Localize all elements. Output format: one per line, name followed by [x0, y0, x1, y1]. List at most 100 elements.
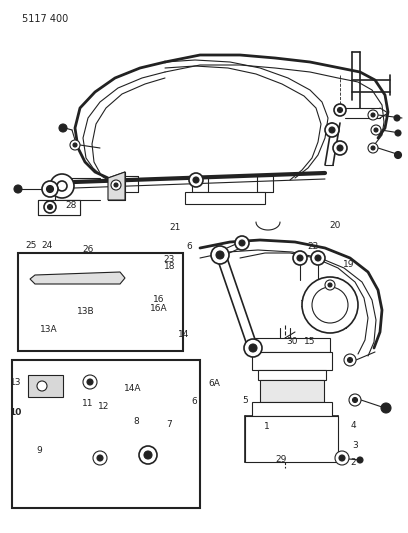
Circle shape: [349, 394, 361, 406]
Text: 5: 5: [242, 397, 248, 405]
Circle shape: [216, 251, 224, 259]
Circle shape: [368, 110, 378, 120]
Text: 28: 28: [66, 201, 77, 210]
Text: 16: 16: [153, 295, 165, 304]
Circle shape: [333, 141, 347, 155]
Text: 12: 12: [98, 402, 110, 410]
Circle shape: [311, 251, 325, 265]
Circle shape: [368, 143, 378, 153]
Circle shape: [348, 358, 353, 362]
Polygon shape: [38, 200, 80, 215]
Circle shape: [335, 451, 349, 465]
Circle shape: [328, 283, 332, 287]
Circle shape: [211, 246, 229, 264]
Circle shape: [193, 177, 199, 183]
Circle shape: [381, 403, 391, 413]
Text: 8: 8: [134, 417, 140, 425]
Circle shape: [334, 104, 346, 116]
Circle shape: [329, 127, 335, 133]
Circle shape: [42, 181, 58, 197]
Circle shape: [325, 123, 339, 137]
Bar: [12, 360, 200, 508]
Text: 10: 10: [9, 408, 22, 416]
Text: 19: 19: [343, 261, 355, 269]
Text: 23: 23: [164, 255, 175, 263]
Text: 11: 11: [82, 399, 93, 408]
Circle shape: [374, 128, 378, 132]
Text: 29: 29: [276, 455, 287, 464]
Circle shape: [97, 455, 103, 461]
Circle shape: [357, 457, 363, 463]
Circle shape: [57, 181, 67, 191]
Circle shape: [111, 180, 121, 190]
Circle shape: [14, 185, 22, 193]
Circle shape: [394, 115, 400, 121]
Text: 25: 25: [26, 241, 37, 250]
Text: 27: 27: [45, 205, 57, 214]
Text: 18: 18: [329, 277, 340, 286]
Circle shape: [59, 124, 67, 132]
Text: 16A: 16A: [150, 304, 168, 312]
Circle shape: [297, 255, 303, 261]
Bar: [260, 380, 324, 402]
Text: 2: 2: [350, 458, 356, 467]
Text: 14A: 14A: [124, 384, 141, 392]
Circle shape: [37, 381, 47, 391]
Bar: [18, 253, 183, 351]
Circle shape: [337, 108, 342, 112]
Polygon shape: [30, 272, 125, 284]
Circle shape: [114, 183, 118, 187]
Circle shape: [371, 125, 381, 135]
Polygon shape: [245, 416, 338, 462]
Circle shape: [139, 446, 157, 464]
Text: 24: 24: [41, 241, 53, 250]
Circle shape: [353, 398, 357, 402]
Circle shape: [315, 255, 321, 261]
Text: 17: 17: [300, 301, 312, 309]
Circle shape: [339, 455, 345, 461]
Circle shape: [302, 277, 358, 333]
Circle shape: [337, 145, 343, 151]
Circle shape: [93, 451, 107, 465]
Text: 18: 18: [164, 262, 175, 271]
Text: 6: 6: [187, 243, 193, 251]
Text: 30: 30: [286, 337, 297, 345]
Circle shape: [312, 287, 348, 323]
Circle shape: [249, 344, 257, 352]
Circle shape: [235, 236, 249, 250]
Circle shape: [371, 146, 375, 150]
Circle shape: [395, 151, 401, 158]
Bar: [28, 375, 63, 397]
Circle shape: [293, 251, 307, 265]
Text: 5117 400: 5117 400: [22, 14, 68, 24]
Polygon shape: [108, 172, 125, 200]
Circle shape: [87, 379, 93, 385]
Circle shape: [83, 375, 97, 389]
Text: 22: 22: [308, 242, 319, 251]
Bar: [252, 402, 332, 416]
Bar: [252, 352, 332, 370]
Circle shape: [371, 113, 375, 117]
Text: 1: 1: [264, 422, 270, 431]
Circle shape: [50, 174, 74, 198]
Circle shape: [44, 201, 56, 213]
Bar: [258, 370, 326, 380]
Text: 13A: 13A: [40, 325, 58, 334]
Text: 9: 9: [36, 446, 42, 455]
Circle shape: [144, 451, 152, 459]
Circle shape: [344, 354, 356, 366]
Circle shape: [244, 339, 262, 357]
Text: 3: 3: [352, 441, 358, 449]
Text: 15: 15: [304, 337, 316, 345]
Circle shape: [47, 205, 53, 209]
Text: 26: 26: [82, 245, 93, 254]
Circle shape: [73, 143, 77, 147]
Text: 6A: 6A: [208, 379, 220, 388]
Text: 14: 14: [178, 330, 189, 339]
Circle shape: [395, 130, 401, 136]
Circle shape: [189, 173, 203, 187]
Circle shape: [70, 140, 80, 150]
Bar: [255, 338, 330, 352]
Text: 20: 20: [329, 221, 340, 230]
Text: 4: 4: [350, 421, 356, 430]
